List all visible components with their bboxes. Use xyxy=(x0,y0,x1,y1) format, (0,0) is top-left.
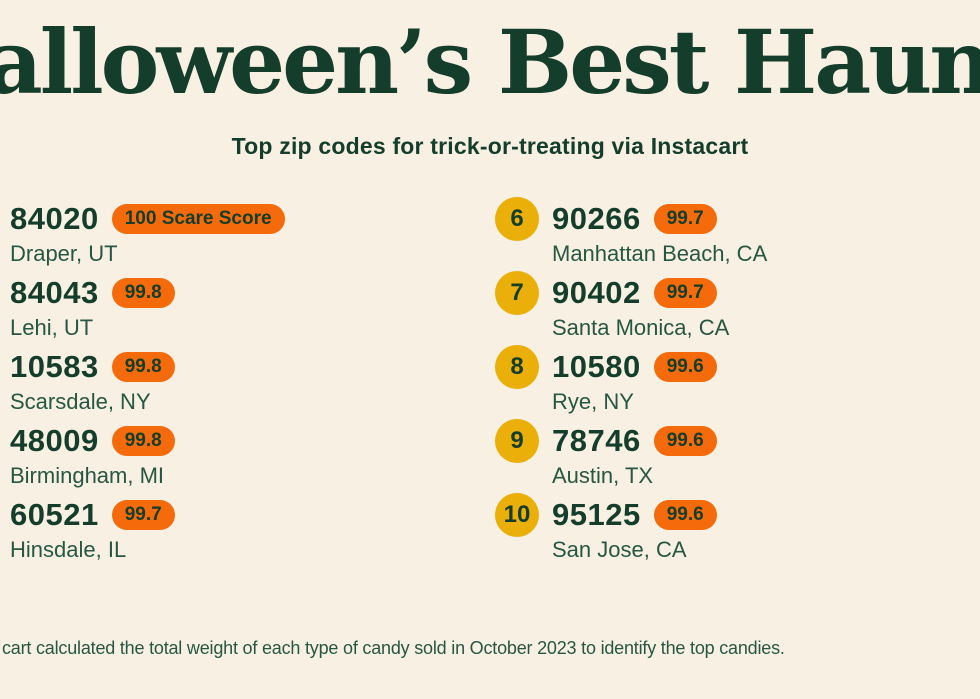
ranking-list-right: 6 90266 99.7 Manhattan Beach, CA 7 90402… xyxy=(495,197,768,570)
zip-code: 90402 xyxy=(552,275,641,310)
zip-code: 90266 xyxy=(552,201,641,236)
scare-score-badge: 99.6 xyxy=(653,426,717,456)
ranking-item: 60521 99.7 Hinsdale, IL xyxy=(10,496,285,570)
zip-code: 60521 xyxy=(10,497,99,532)
scare-score-badge: 99.8 xyxy=(111,426,175,456)
ranking-item: 48009 99.8 Birmingham, MI xyxy=(10,422,285,496)
scare-score-badge: 100 Scare Score xyxy=(111,204,285,234)
zip-code: 48009 xyxy=(10,423,99,458)
ranking-item: 84020 100 Scare Score Draper, UT xyxy=(10,200,285,274)
zip-code: 78746 xyxy=(552,423,641,458)
ranking-item: 6 90266 99.7 Manhattan Beach, CA xyxy=(495,197,768,274)
scare-score-badge: 99.7 xyxy=(653,204,717,234)
scare-score-badge: 99.6 xyxy=(653,352,717,382)
ranking-item: 8 10580 99.6 Rye, NY xyxy=(495,345,767,422)
scare-score-badge: 99.7 xyxy=(653,278,717,308)
page-subtitle: Top zip codes for trick-or-treating via … xyxy=(231,133,749,159)
rank-badge: 6 xyxy=(495,197,539,241)
city-label: Lehi, UT xyxy=(10,315,94,340)
methodology-note: cart calculated the total weight of each… xyxy=(2,638,785,658)
ranking-item: 10 95125 99.6 San Jose, CA xyxy=(495,493,767,570)
ranking-item: 10583 99.8 Scarsdale, NY xyxy=(10,348,285,422)
rank-badge: 8 xyxy=(495,345,539,389)
city-label: Manhattan Beach, CA xyxy=(552,241,768,266)
ranking-item: 7 90402 99.7 Santa Monica, CA xyxy=(495,271,767,348)
page-title: Halloween’s Best Haunts xyxy=(0,10,980,114)
scare-score-badge: 99.8 xyxy=(111,278,175,308)
city-label: Draper, UT xyxy=(10,241,118,266)
zip-code: 10583 xyxy=(10,349,99,384)
city-label: Scarsdale, NY xyxy=(10,389,151,414)
city-label: San Jose, CA xyxy=(552,537,687,562)
scare-score-badge: 99.7 xyxy=(111,500,175,530)
city-label: Santa Monica, CA xyxy=(552,315,730,340)
zip-code: 84020 xyxy=(10,201,99,236)
rank-badge: 7 xyxy=(495,271,539,315)
ranking-item: 84043 99.8 Lehi, UT xyxy=(10,274,285,348)
ranking-item: 9 78746 99.6 Austin, TX xyxy=(495,419,767,496)
scare-score-badge: 99.8 xyxy=(111,352,175,382)
rank-badge: 10 xyxy=(495,493,539,537)
zip-code: 84043 xyxy=(10,275,99,310)
city-label: Hinsdale, IL xyxy=(10,537,127,562)
scare-score-badge: 99.6 xyxy=(653,500,717,530)
rank-badge: 9 xyxy=(495,419,539,463)
zip-code: 95125 xyxy=(552,497,641,532)
city-label: Birmingham, MI xyxy=(10,463,165,488)
city-label: Rye, NY xyxy=(552,389,634,414)
ranking-list-left: 84020 100 Scare Score Draper, UT 84043 9… xyxy=(10,200,285,570)
zip-code: 10580 xyxy=(552,349,641,384)
city-label: Austin, TX xyxy=(552,463,654,488)
